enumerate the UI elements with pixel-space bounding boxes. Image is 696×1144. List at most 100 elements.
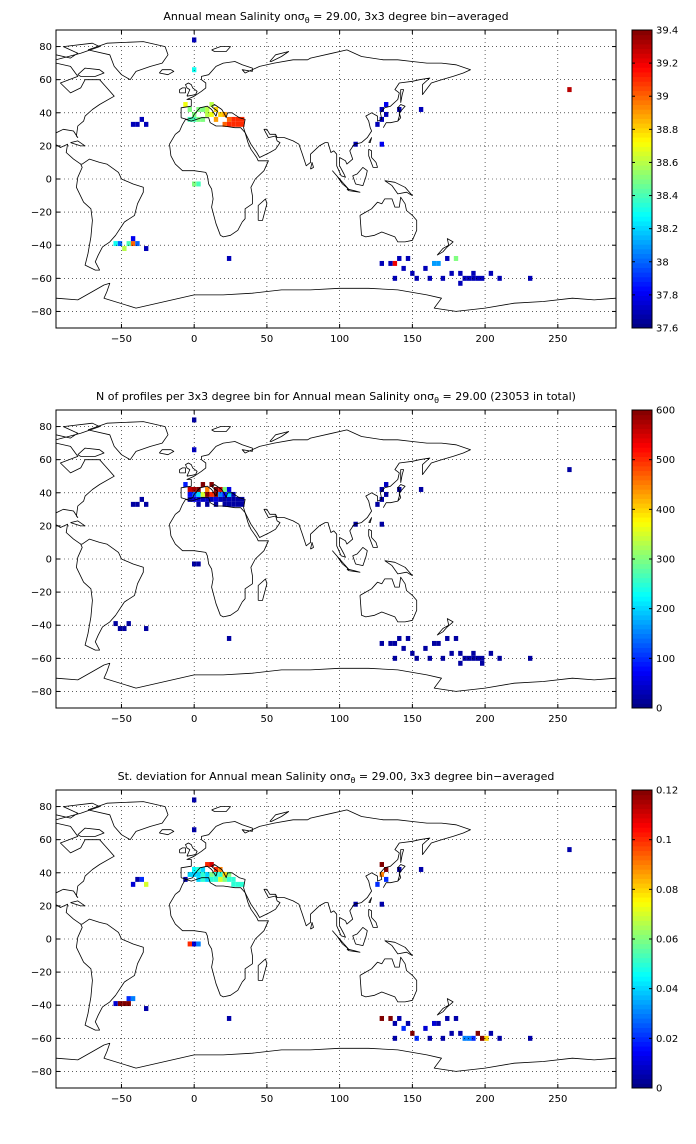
data-cell bbox=[130, 501, 136, 507]
data-cell bbox=[480, 1035, 485, 1041]
data-cell bbox=[240, 881, 245, 887]
colorbar-tick-label: 0.12 bbox=[656, 786, 678, 797]
data-cell bbox=[384, 102, 389, 107]
data-cell bbox=[144, 881, 149, 887]
data-cell bbox=[218, 871, 223, 877]
x-tick-label: 50 bbox=[261, 334, 274, 345]
colorbar-segment bbox=[632, 666, 652, 672]
colorbar-segment bbox=[632, 656, 652, 662]
title-symbol: σ bbox=[343, 770, 350, 783]
title-suffix: = 29.00, 3x3 degree bin−averaged bbox=[310, 10, 509, 23]
data-cell bbox=[475, 655, 480, 661]
data-cell bbox=[218, 111, 223, 117]
chart-panel-3: St. deviation for Annual mean Salinity o… bbox=[31, 770, 678, 1105]
coastline bbox=[180, 809, 471, 938]
data-cell bbox=[397, 486, 402, 492]
data-cell bbox=[226, 121, 232, 127]
coastline bbox=[382, 104, 406, 128]
data-cell bbox=[379, 901, 384, 907]
coastline bbox=[352, 167, 368, 186]
colorbar-segment bbox=[632, 183, 652, 189]
colorbar-segment bbox=[632, 493, 652, 499]
data-cell bbox=[440, 275, 446, 281]
colorbar-tick-label: 39.2 bbox=[656, 59, 678, 70]
colorbar-segment bbox=[632, 230, 652, 236]
colorbar-segment bbox=[632, 1008, 652, 1014]
data-cell bbox=[218, 486, 223, 492]
coastline bbox=[180, 429, 471, 558]
data-cell bbox=[144, 501, 149, 507]
data-cell bbox=[231, 121, 236, 127]
coastline bbox=[211, 806, 231, 812]
coastline bbox=[70, 900, 86, 907]
data-cell bbox=[126, 1001, 131, 1007]
data-cell bbox=[192, 116, 197, 122]
colorbar-segment bbox=[632, 661, 652, 667]
data-cell bbox=[410, 650, 415, 656]
x-tick-label: 0 bbox=[191, 1094, 197, 1105]
coastline bbox=[179, 467, 186, 474]
coastline bbox=[352, 547, 368, 566]
coastline bbox=[185, 842, 198, 857]
data-cell bbox=[397, 255, 402, 261]
colorbar-segment bbox=[632, 1055, 652, 1061]
colorbar-segment bbox=[632, 822, 652, 828]
data-cell bbox=[567, 847, 572, 853]
data-cell bbox=[375, 121, 380, 127]
data-cell bbox=[218, 496, 223, 502]
data-cell bbox=[209, 102, 214, 107]
data-cell bbox=[432, 640, 437, 646]
colorbar-segment bbox=[632, 694, 652, 700]
data-cell bbox=[401, 1025, 406, 1031]
data-cell bbox=[213, 876, 219, 882]
data-cells bbox=[113, 797, 572, 1041]
chart-title: St. deviation for Annual mean Salinity o… bbox=[118, 770, 555, 785]
data-cell bbox=[192, 561, 197, 567]
colorbar-segment bbox=[632, 118, 652, 124]
coastline bbox=[169, 117, 269, 238]
data-cell bbox=[183, 102, 188, 107]
y-tick-label: −40 bbox=[31, 241, 52, 252]
colorbar: 600 500 400 300 200 100 0 bbox=[631, 406, 675, 715]
data-cell bbox=[187, 871, 192, 877]
colorbar-tick-label: 500 bbox=[656, 455, 675, 466]
data-cell bbox=[488, 650, 494, 656]
data-cell bbox=[192, 417, 197, 423]
y-tick-label: −20 bbox=[31, 968, 52, 979]
data-cell bbox=[135, 501, 140, 507]
data-cell bbox=[196, 496, 201, 502]
x-tick-label: 200 bbox=[476, 1094, 495, 1105]
data-cell bbox=[200, 866, 206, 872]
data-cell bbox=[187, 106, 192, 112]
colorbar-segment bbox=[632, 1046, 652, 1052]
data-cell bbox=[135, 876, 140, 882]
colorbar-segment bbox=[632, 836, 652, 842]
data-cell bbox=[130, 236, 136, 242]
colorbar-segment bbox=[632, 498, 652, 504]
data-cell bbox=[226, 501, 232, 507]
data-cell bbox=[192, 447, 197, 453]
map-layer bbox=[56, 37, 616, 312]
data-cell bbox=[480, 660, 485, 666]
colorbar-segment bbox=[632, 216, 652, 222]
x-tick-label: 100 bbox=[330, 334, 349, 345]
data-cell bbox=[135, 241, 140, 247]
data-cell bbox=[235, 501, 240, 507]
data-cell bbox=[205, 876, 210, 882]
colorbar-tick-label: 37.6 bbox=[656, 324, 678, 335]
colorbar-segment bbox=[632, 526, 652, 532]
data-cell bbox=[488, 1030, 494, 1036]
data-cell bbox=[379, 141, 384, 147]
coastline bbox=[269, 431, 290, 442]
colorbar-segment bbox=[632, 873, 652, 879]
coastline bbox=[179, 847, 186, 854]
colorbar-segment bbox=[632, 906, 652, 912]
data-cell bbox=[471, 270, 476, 276]
data-cell bbox=[192, 827, 197, 833]
colorbar-segment bbox=[632, 901, 652, 907]
data-cell bbox=[126, 996, 131, 1002]
colorbar-segment bbox=[632, 586, 652, 593]
data-cell bbox=[423, 265, 428, 271]
data-cell bbox=[235, 121, 240, 127]
colorbar-segment bbox=[632, 628, 652, 634]
